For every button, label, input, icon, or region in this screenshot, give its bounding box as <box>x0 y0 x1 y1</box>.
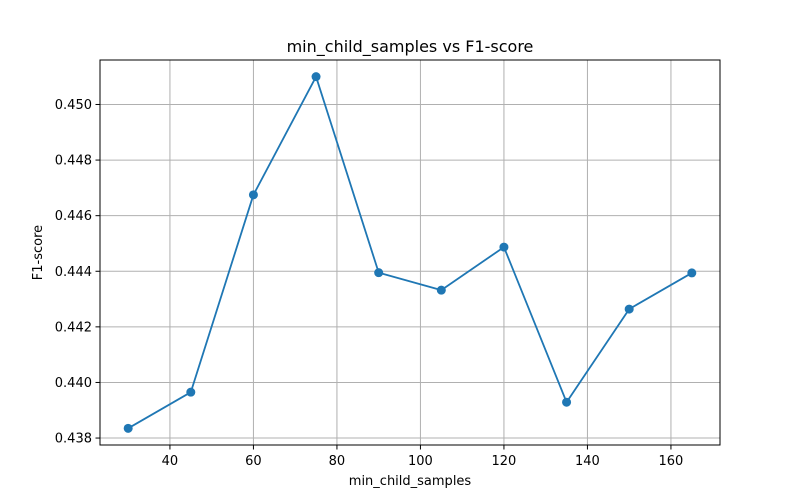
x-tick-label: 100 <box>408 454 433 469</box>
data-point <box>562 397 572 407</box>
series-line <box>127 75 693 430</box>
data-point <box>248 190 258 200</box>
y-tick-label: 0.444 <box>55 265 92 280</box>
data-point <box>499 242 509 252</box>
plot-frame <box>99 59 721 446</box>
x-tick-label: 80 <box>329 454 346 469</box>
y-tick-label: 0.448 <box>55 154 92 169</box>
x-axis-label: min_child_samples <box>349 474 472 489</box>
x-tick-label: 140 <box>575 454 600 469</box>
data-point <box>186 387 196 397</box>
data-point <box>624 304 634 314</box>
series-layer <box>123 72 697 433</box>
chart-title: min_child_samples vs F1-score <box>287 37 534 57</box>
x-tick-label: 40 <box>162 454 179 469</box>
x-tick-label: 160 <box>659 454 684 469</box>
data-point <box>123 423 133 433</box>
grid <box>100 60 720 445</box>
data-point <box>436 285 446 295</box>
data-point <box>311 72 321 82</box>
y-tick-label: 0.440 <box>55 376 92 391</box>
data-point <box>374 268 384 278</box>
axis-ticks: 40 60 80 100 120 140 160 0.438 0.440 0.442 0.444 0.… <box>55 98 684 469</box>
y-tick-label: 0.446 <box>55 209 92 224</box>
data-point <box>687 268 697 278</box>
x-tick-label: 60 <box>245 454 262 469</box>
x-tick-label: 120 <box>492 454 517 469</box>
y-axis-label: F1-score <box>31 225 46 280</box>
y-tick-label: 0.450 <box>55 98 92 113</box>
y-tick-label: 0.442 <box>55 320 92 335</box>
y-tick-label: 0.438 <box>55 432 92 447</box>
